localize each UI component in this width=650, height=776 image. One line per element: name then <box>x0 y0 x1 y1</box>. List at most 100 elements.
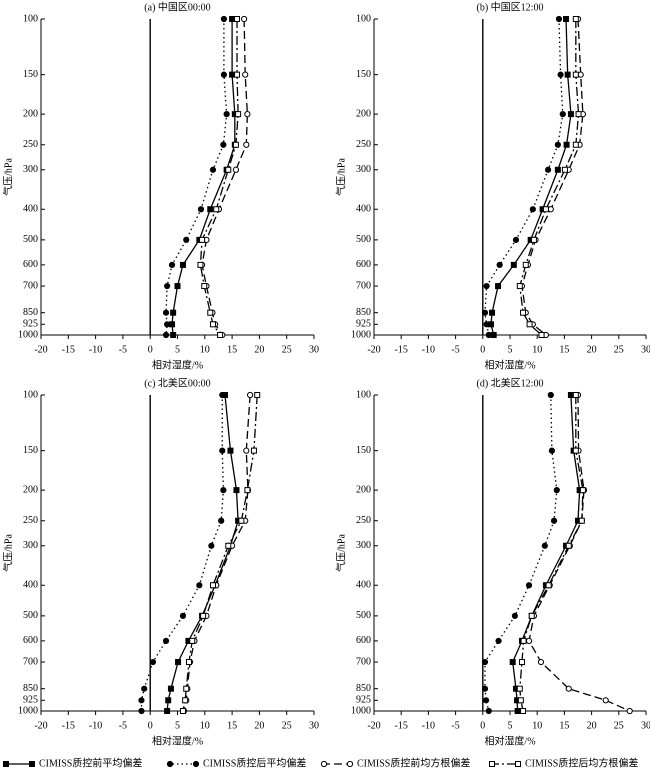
y-tick-label: 200 <box>23 108 38 119</box>
marker <box>219 447 226 454</box>
marker <box>550 517 558 524</box>
marker <box>254 392 261 398</box>
legend-marker <box>515 761 521 767</box>
marker <box>244 487 251 494</box>
x-tick-label: -5 <box>119 720 127 731</box>
marker <box>223 111 230 118</box>
x-tick-label: 20 <box>587 344 597 355</box>
series-line <box>182 394 258 712</box>
y-tick-label: 700 <box>356 656 371 667</box>
x-tick-label: -10 <box>89 344 102 355</box>
marker <box>495 637 502 644</box>
marker <box>559 111 566 118</box>
y-tick-label: 925 <box>23 695 38 706</box>
series-line <box>490 18 572 336</box>
y-tick-label: 250 <box>23 139 38 150</box>
marker <box>149 658 157 666</box>
series-line <box>528 394 630 712</box>
y-tick-label: 150 <box>23 445 38 456</box>
marker <box>481 309 489 316</box>
marker <box>557 71 564 78</box>
marker <box>577 71 584 78</box>
x-tick-label: 5 <box>508 344 513 355</box>
x-tick-label: 30 <box>309 344 319 355</box>
marker <box>170 332 177 338</box>
y-tick-label: 850 <box>356 683 371 694</box>
marker <box>225 166 232 173</box>
marker <box>538 332 545 338</box>
marker <box>162 637 170 644</box>
marker <box>243 447 250 454</box>
marker <box>227 447 234 454</box>
y-tick-label: 400 <box>356 204 371 215</box>
marker <box>189 637 196 644</box>
y-tick-label: 925 <box>23 319 38 330</box>
marker <box>578 517 585 524</box>
marker <box>485 707 492 715</box>
marker <box>496 261 503 268</box>
marker <box>208 542 215 549</box>
y-tick-label: 700 <box>356 280 371 291</box>
marker <box>511 612 518 619</box>
x-tick-label: -10 <box>89 720 102 731</box>
panel-title: (c) 北美区00:00 <box>144 376 210 389</box>
legend-label: CIMISS质控前均方根偏差 <box>357 756 470 769</box>
marker <box>229 16 236 22</box>
marker <box>241 15 248 23</box>
x-tick-label: 30 <box>309 720 319 731</box>
x-tick-label: 5 <box>175 344 180 355</box>
y-axis-label: 气压/hPa <box>1 534 14 572</box>
y-axis-label: 气压/hPa <box>334 534 347 572</box>
marker <box>528 612 535 619</box>
x-tick-label: 15 <box>227 344 237 355</box>
x-tick-label: 5 <box>508 720 513 731</box>
marker <box>225 542 232 549</box>
legend-marker <box>489 761 495 767</box>
marker <box>509 659 516 666</box>
marker <box>520 637 527 644</box>
legend-label: CIMISS质控后平均偏差 <box>203 756 306 769</box>
y-tick-label: 925 <box>356 695 371 706</box>
marker <box>530 236 537 243</box>
marker <box>544 166 552 173</box>
x-tick-label: 10 <box>532 720 542 731</box>
y-tick-label: 100 <box>23 389 38 400</box>
marker <box>522 261 529 268</box>
marker <box>209 166 217 173</box>
marker <box>482 697 490 704</box>
x-tick-label: -20 <box>34 344 47 355</box>
x-tick-label: 30 <box>641 344 650 355</box>
marker <box>220 71 228 78</box>
series-line <box>521 18 584 336</box>
x-tick-label: 15 <box>559 344 569 355</box>
marker <box>563 16 570 22</box>
marker <box>547 391 554 399</box>
marker <box>483 321 490 328</box>
marker <box>209 582 216 589</box>
legend-label: CIMISS质控后均方根偏差 <box>525 756 638 769</box>
marker <box>182 697 189 704</box>
y-tick-label: 500 <box>356 610 371 621</box>
y-tick-label: 400 <box>356 580 371 591</box>
marker <box>489 309 496 316</box>
y-tick-label: 300 <box>23 164 38 175</box>
marker <box>565 542 572 549</box>
y-tick-label: 1000 <box>18 705 38 716</box>
marker <box>572 71 579 78</box>
y-tick-label: 600 <box>23 259 38 270</box>
y-tick-label: 500 <box>23 234 38 245</box>
marker <box>525 637 533 644</box>
y-tick-label: 500 <box>23 610 38 621</box>
y-tick-label: 850 <box>23 683 38 694</box>
x-tick-label: -20 <box>34 720 47 731</box>
marker <box>175 659 182 666</box>
marker <box>164 708 171 714</box>
marker <box>167 685 174 692</box>
x-tick-label: -5 <box>451 344 459 355</box>
marker <box>247 391 254 399</box>
marker <box>232 141 239 148</box>
legend-marker <box>166 760 174 768</box>
marker <box>168 261 176 268</box>
marker <box>516 685 523 692</box>
